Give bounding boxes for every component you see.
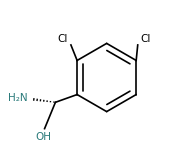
- Text: Cl: Cl: [141, 34, 151, 44]
- Text: OH: OH: [35, 132, 51, 142]
- Text: H₂N: H₂N: [8, 93, 28, 103]
- Text: Cl: Cl: [57, 34, 68, 44]
